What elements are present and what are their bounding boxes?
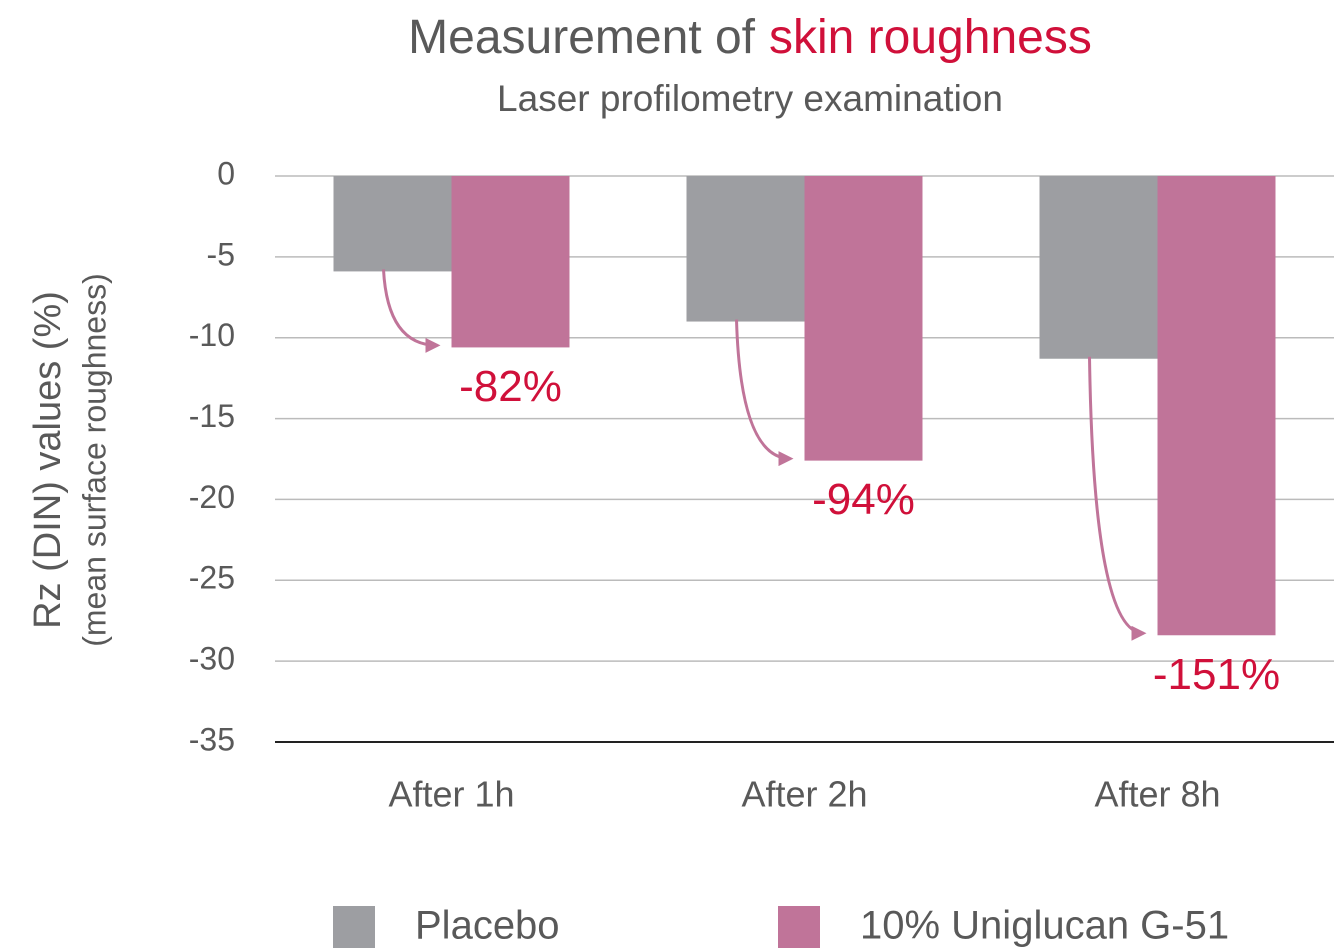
chart-subtitle: Laser profilometry examination xyxy=(497,78,1003,119)
bar xyxy=(1157,176,1276,636)
bar xyxy=(333,176,452,272)
x-tick-label: After 1h xyxy=(388,774,514,815)
y-tick-label: -15 xyxy=(189,398,235,434)
legend-label: Placebo xyxy=(415,904,560,948)
bar xyxy=(804,176,923,461)
legend-swatch xyxy=(778,906,820,948)
arrow xyxy=(382,269,441,353)
y-tick-label: -10 xyxy=(189,317,235,353)
y-axis-label: (mean surface roughness) xyxy=(76,273,112,647)
x-tick-label: After 8h xyxy=(1094,774,1220,815)
arrow xyxy=(735,319,794,467)
legend-label: 10% Uniglucan G-51 xyxy=(860,904,1229,948)
arrow xyxy=(1088,356,1147,641)
annotation: -82% xyxy=(459,362,562,411)
y-tick-label: -30 xyxy=(189,641,235,677)
chart-title: Measurement of skin roughness xyxy=(408,11,1092,64)
x-tick-label: After 2h xyxy=(741,774,867,815)
y-tick-label: 0 xyxy=(217,155,235,191)
legend-swatch xyxy=(333,906,375,948)
annotation: -151% xyxy=(1153,650,1280,699)
y-tick-label: -20 xyxy=(189,479,235,515)
bar xyxy=(1039,176,1158,359)
title-part: Measurement of xyxy=(408,11,755,64)
y-tick-label: -25 xyxy=(189,560,235,596)
bar xyxy=(451,176,570,348)
title-highlight: skin roughness xyxy=(769,11,1092,64)
annotation: -94% xyxy=(812,475,915,524)
bar xyxy=(686,176,805,322)
y-tick-label: -35 xyxy=(189,721,235,757)
y-tick-label: -5 xyxy=(207,236,235,272)
y-axis-label: Rz (DIN) values (%) xyxy=(27,291,69,629)
